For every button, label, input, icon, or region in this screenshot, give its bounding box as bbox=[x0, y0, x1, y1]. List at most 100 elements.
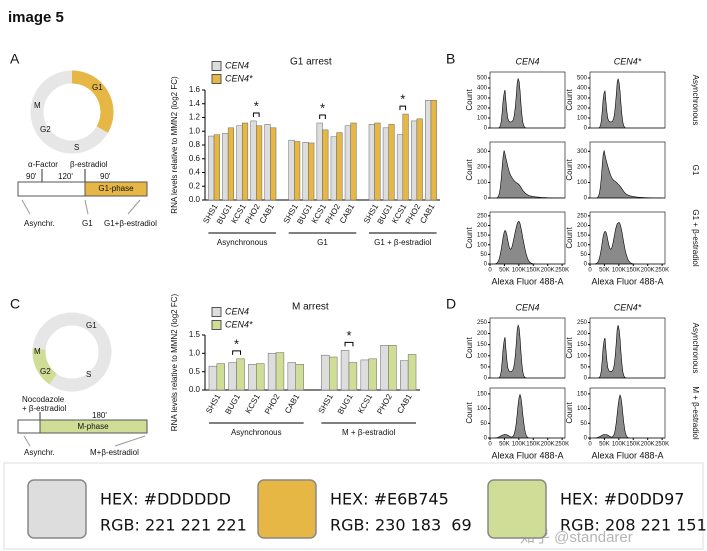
y-tick-label: 200 bbox=[577, 106, 588, 112]
legend-swatch bbox=[211, 74, 222, 84]
y-tick-label: 1.4 bbox=[189, 99, 201, 108]
y-tick-label: 200 bbox=[477, 164, 488, 170]
timeline bbox=[17, 181, 86, 197]
legend-label: CEN4* bbox=[225, 73, 253, 83]
plot-frame bbox=[589, 387, 666, 439]
swatch-panel bbox=[3, 462, 704, 550]
panel-label: A bbox=[10, 51, 20, 67]
color-swatch bbox=[257, 479, 317, 539]
box-label: M-phase bbox=[77, 422, 109, 431]
bar bbox=[425, 100, 432, 201]
timeline-phase bbox=[39, 419, 148, 434]
bar bbox=[336, 132, 343, 201]
plot-frame bbox=[489, 141, 566, 199]
y-tick-label: 100 bbox=[477, 116, 488, 122]
bar bbox=[275, 352, 285, 391]
x-tick-label: 0 bbox=[588, 442, 592, 448]
treatment-label: + β-estradiol bbox=[22, 404, 67, 413]
bar bbox=[416, 118, 423, 201]
annotation: * bbox=[400, 92, 405, 107]
sample-label: M+β-estradiol bbox=[90, 448, 139, 457]
bar bbox=[430, 100, 437, 201]
bar bbox=[213, 134, 220, 201]
bar bbox=[344, 125, 351, 201]
phase-label: G2 bbox=[40, 125, 51, 134]
y-axis-label: Count bbox=[465, 227, 474, 249]
y-tick-label: 0 bbox=[484, 262, 488, 268]
y-tick-label: 0.2 bbox=[189, 181, 201, 190]
x-tick-label: 250K bbox=[555, 442, 569, 448]
y-tick-label: 300 bbox=[577, 96, 588, 102]
bar bbox=[216, 363, 225, 391]
bar bbox=[329, 356, 338, 391]
phase-label: G1 bbox=[86, 321, 97, 330]
y-tick-label: 50 bbox=[480, 364, 487, 370]
box-label: G1-phase bbox=[98, 184, 134, 193]
x-tick-label: 150K bbox=[626, 268, 640, 274]
watermark: 知乎 @standarer bbox=[520, 529, 633, 546]
histogram bbox=[590, 78, 665, 129]
bar bbox=[374, 122, 381, 201]
y-tick-label: 1.5 bbox=[189, 330, 201, 339]
sample-label: G1+β-estradiol bbox=[104, 219, 157, 228]
x-axis-label: Alexa Fluor 488-A bbox=[591, 276, 663, 286]
treatment-label: α-Factor bbox=[28, 160, 58, 169]
x-tick-label: 200K bbox=[641, 268, 655, 274]
bracket bbox=[252, 112, 260, 117]
phase-label: G1 bbox=[92, 83, 103, 92]
y-axis-label: RNA levels relative to MMN2 (log2 FC) bbox=[170, 76, 179, 214]
legend-swatch bbox=[211, 320, 222, 330]
y-tick-label: 0.8 bbox=[189, 140, 201, 149]
phase-label: M bbox=[34, 101, 41, 110]
x-axis-label: Alexa Fluor 488-A bbox=[491, 276, 563, 286]
bar bbox=[410, 120, 418, 201]
legend-label: CEN4* bbox=[225, 319, 253, 329]
hex-label: HEX: #E6B745 bbox=[330, 490, 449, 509]
bar bbox=[264, 124, 271, 201]
bar bbox=[241, 122, 249, 201]
y-tick-label: 50 bbox=[580, 421, 587, 427]
bracket bbox=[319, 114, 326, 119]
histogram bbox=[590, 325, 665, 379]
rgb-label: RGB: 208 221 151 bbox=[560, 516, 707, 535]
sample-label: Asynchr. bbox=[24, 448, 55, 457]
histogram bbox=[490, 77, 565, 129]
treatment-label: β-estradiol bbox=[70, 160, 108, 169]
row-label: G1 bbox=[691, 165, 700, 176]
timeline-phase bbox=[84, 181, 148, 197]
y-tick-label: 150 bbox=[577, 391, 588, 397]
y-tick-label: 200 bbox=[577, 331, 588, 337]
color-swatch bbox=[27, 479, 87, 539]
x-tick-label: KCS1 bbox=[244, 392, 263, 415]
row-label: Asynchronous bbox=[691, 75, 700, 126]
hex-label: HEX: #D0DD97 bbox=[560, 490, 684, 509]
y-tick-label: 100 bbox=[577, 406, 588, 412]
legend-label: CEN4 bbox=[225, 60, 249, 70]
y-tick-label: 50 bbox=[580, 252, 587, 258]
x-tick-label: 0 bbox=[588, 268, 592, 274]
column-header: CEN4 bbox=[515, 302, 539, 312]
plot-frame bbox=[489, 211, 566, 265]
y-axis-label: RNA levels relative to MMN2 (log2 FC) bbox=[170, 293, 179, 431]
bar bbox=[400, 360, 409, 391]
group-label: M + β-estradiol bbox=[342, 428, 396, 437]
plot-frame bbox=[489, 387, 566, 439]
y-tick-label: 1.6 bbox=[189, 85, 201, 94]
y-tick-label: 0 bbox=[484, 126, 488, 132]
histogram bbox=[490, 150, 565, 199]
y-tick-label: 150 bbox=[477, 233, 488, 239]
y-axis-label: Count bbox=[565, 89, 574, 111]
group-label: G1 + β-estradiol bbox=[374, 238, 432, 247]
bar bbox=[227, 127, 235, 201]
plot-frame bbox=[589, 211, 666, 265]
y-tick-label: 250 bbox=[477, 213, 488, 219]
y-tick-label: 0 bbox=[584, 126, 588, 132]
bar bbox=[316, 122, 323, 201]
column-header: CEN4 bbox=[515, 56, 539, 66]
y-tick-label: 0.4 bbox=[189, 168, 201, 177]
y-tick-label: 100 bbox=[477, 353, 488, 359]
x-tick-label: 100K bbox=[612, 268, 626, 274]
bar bbox=[256, 125, 263, 201]
bar bbox=[388, 345, 397, 391]
y-tick-label: 100 bbox=[577, 242, 588, 248]
